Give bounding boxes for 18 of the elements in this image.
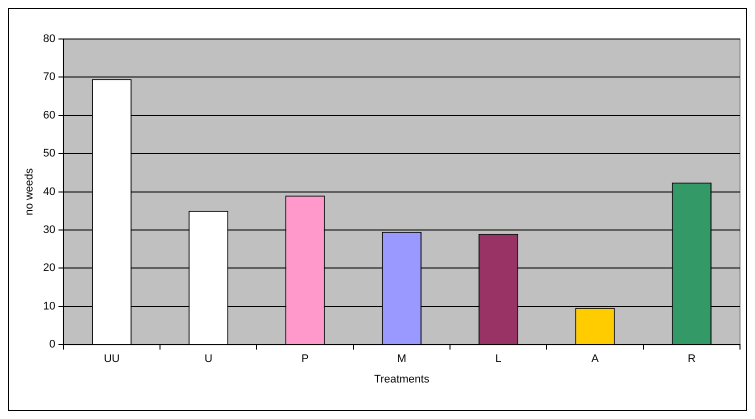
x-tick-label: UU: [104, 353, 120, 366]
y-tick-label: 0: [49, 338, 56, 351]
x-tick-label: U: [204, 353, 212, 366]
x-axis-title: Treatments: [374, 373, 430, 386]
x-tick-label: L: [495, 353, 502, 366]
y-tick-label: 20: [43, 262, 56, 274]
x-tick-label: A: [591, 353, 600, 366]
x-tick-label: P: [301, 353, 309, 366]
y-tick-label: 50: [43, 148, 56, 160]
x-tick-label: M: [397, 353, 406, 366]
y-axis-title: no weeds: [24, 168, 36, 216]
x-tick-label: R: [688, 353, 696, 366]
y-tick-label: 10: [43, 300, 56, 312]
y-tick-label: 30: [43, 224, 56, 236]
y-tick-label: 70: [43, 71, 56, 84]
y-tick-label: 60: [43, 109, 56, 122]
y-tick-label: 80: [43, 33, 56, 46]
y-tick-label: 40: [43, 186, 56, 198]
